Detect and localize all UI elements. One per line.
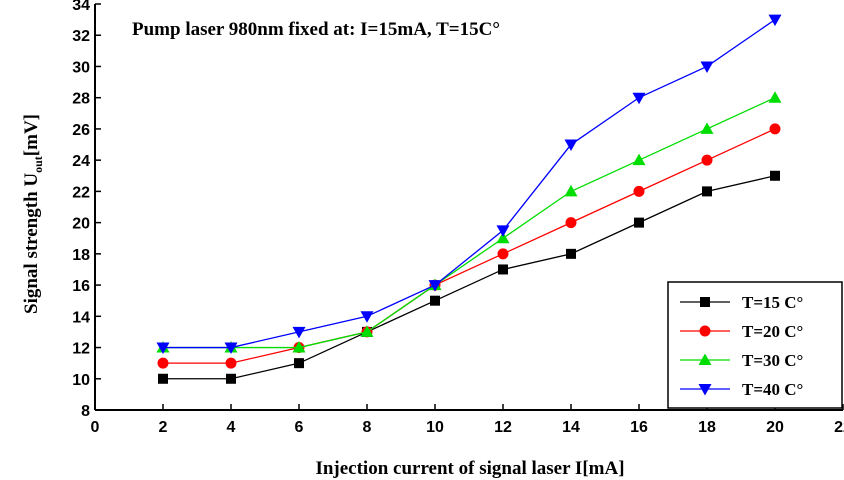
data-point xyxy=(428,280,442,292)
data-point xyxy=(292,326,306,339)
svg-text:Signal strength Uout[mV]: Signal strength Uout[mV] xyxy=(21,114,45,314)
y-tick-label: 12 xyxy=(72,341,90,358)
data-point xyxy=(700,122,714,134)
x-axis-title: Injection current of signal laser I[mA] xyxy=(315,458,624,479)
data-point xyxy=(292,341,306,353)
x-tick-label: 14 xyxy=(562,419,580,436)
data-point xyxy=(770,170,780,181)
data-point xyxy=(699,325,711,337)
y-tick-label: 28 xyxy=(72,91,90,108)
plot-axes xyxy=(94,4,843,411)
y-tick-label: 18 xyxy=(72,247,90,264)
data-point xyxy=(632,92,646,105)
legend-label: T=30 C° xyxy=(742,351,803,370)
data-point xyxy=(633,185,645,197)
y-tick-label: 34 xyxy=(72,0,90,14)
legend-label: T=40 C° xyxy=(742,380,803,399)
data-point xyxy=(360,325,374,337)
y-axis-ticks: 8 10 12 14 16 18 20 22 24 26 28 30 32 34 xyxy=(72,0,101,420)
x-tick-label: 0 xyxy=(91,419,100,436)
legend-item: T=40 C° xyxy=(680,380,803,399)
data-point xyxy=(294,358,304,369)
data-point xyxy=(702,186,712,197)
y-axis-title-subscript: out xyxy=(31,156,45,173)
data-point xyxy=(156,342,170,355)
legend-label: T=20 C° xyxy=(742,322,803,341)
y-tick-label: 30 xyxy=(72,59,90,76)
data-point xyxy=(566,248,576,259)
data-point xyxy=(769,123,781,135)
x-tick-label: 6 xyxy=(295,419,304,436)
series-line xyxy=(163,97,776,349)
x-axis-ticks: 0 2 4 6 8 10 12 14 16 18 20 22 xyxy=(91,404,844,436)
y-tick-label: 32 xyxy=(72,28,90,45)
y-tick-label: 16 xyxy=(72,278,90,295)
data-point xyxy=(701,154,713,166)
data-point xyxy=(564,184,578,197)
x-tick-label: 12 xyxy=(494,419,512,436)
data-point xyxy=(768,14,782,27)
x-tick-label: 16 xyxy=(630,419,648,436)
chart-title: Pump laser 980nm fixed at: I=15mA, T=15C… xyxy=(132,19,500,40)
data-point xyxy=(224,342,238,355)
y-axis-title-unit: [mV] xyxy=(21,114,42,156)
data-point xyxy=(225,357,237,369)
data-point xyxy=(498,264,508,275)
y-tick-label: 22 xyxy=(72,184,90,201)
series-line xyxy=(163,175,776,380)
x-tick-label: 2 xyxy=(159,419,168,436)
data-point xyxy=(698,384,712,396)
x-tick-label: 20 xyxy=(766,419,784,436)
y-axis-title: Signal strength Uout[mV] xyxy=(21,114,45,314)
y-tick-label: 26 xyxy=(72,122,90,139)
data-point xyxy=(496,225,510,237)
legend-box xyxy=(667,281,843,409)
legend-label: T=15 C° xyxy=(742,293,803,312)
data-point xyxy=(700,297,710,307)
legend-item: T=20 C° xyxy=(680,322,803,341)
x-tick-label: 8 xyxy=(363,419,372,436)
data-point xyxy=(634,217,644,228)
y-tick-label: 24 xyxy=(72,153,90,170)
y-tick-label: 10 xyxy=(72,372,90,389)
x-tick-label: 4 xyxy=(227,419,236,436)
data-point xyxy=(632,153,646,166)
y-axis-title-main: Signal strength U xyxy=(21,173,42,314)
x-tick-label: 18 xyxy=(698,419,716,436)
data-point xyxy=(497,248,509,260)
data-point xyxy=(226,373,236,384)
y-tick-label: 8 xyxy=(81,403,90,420)
data-point xyxy=(564,139,578,152)
y-tick-label: 14 xyxy=(72,309,90,326)
x-tick-label: 22 xyxy=(834,419,844,436)
legend: T=15 C° T=20 C° T=30 C° T=40 C° xyxy=(667,281,843,409)
data-point xyxy=(768,91,782,103)
x-tick-label: 10 xyxy=(426,419,444,436)
data-point xyxy=(360,311,374,323)
y-tick-label: 20 xyxy=(72,216,90,233)
series-line xyxy=(163,128,776,364)
series-4 xyxy=(156,14,782,355)
data-point xyxy=(496,231,510,244)
data-point xyxy=(430,295,440,306)
data-point xyxy=(698,353,712,365)
data-point xyxy=(565,217,577,229)
data-point xyxy=(158,373,168,384)
legend-item: T=15 C° xyxy=(680,293,803,312)
data-point xyxy=(157,357,169,369)
series-layer xyxy=(156,14,782,384)
data-point xyxy=(700,61,714,73)
series-line xyxy=(163,19,776,349)
legend-item: T=30 C° xyxy=(680,351,803,370)
